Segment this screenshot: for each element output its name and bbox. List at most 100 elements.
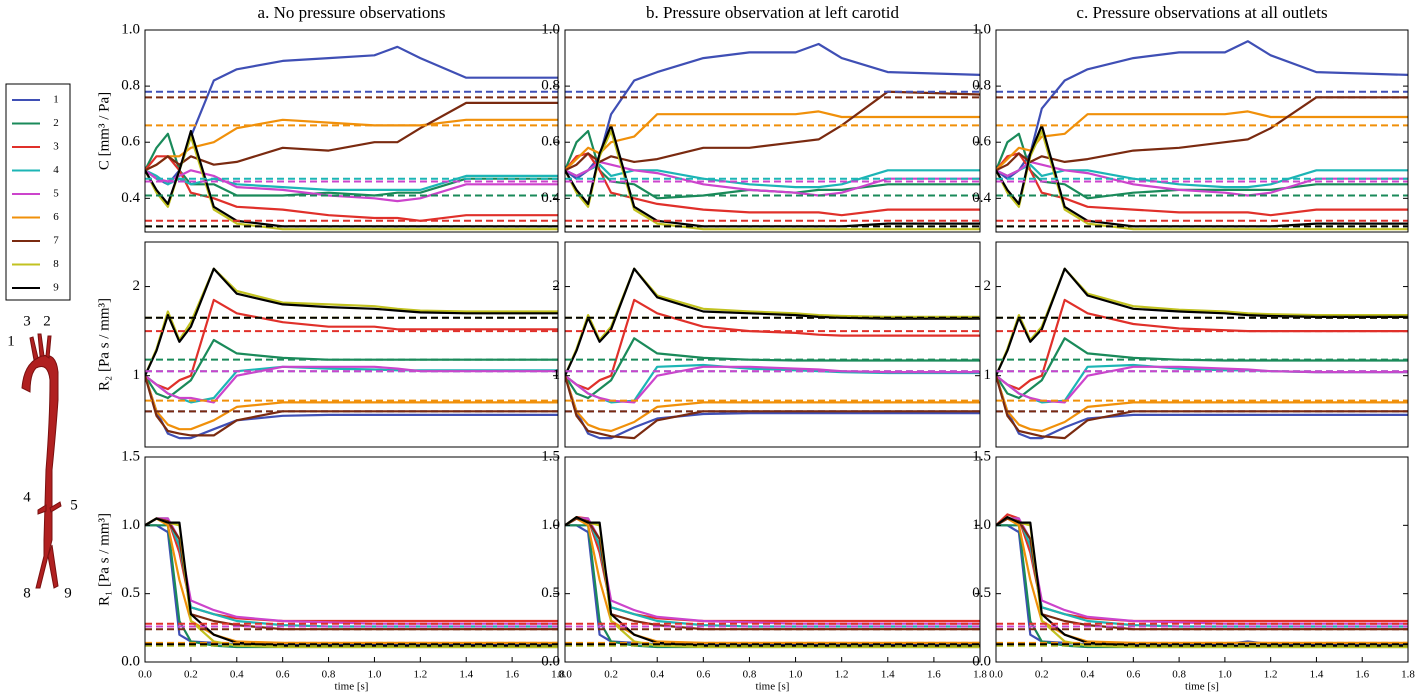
x-tick-label: 1.4 — [1310, 669, 1324, 681]
plot-area — [145, 267, 558, 440]
series-line — [565, 267, 980, 377]
x-tick-label: 0.6 — [276, 669, 290, 681]
plot-area — [996, 267, 1408, 440]
series-line — [145, 375, 558, 437]
series-line — [996, 124, 1408, 228]
chart-title: c. Pressure observations at all outlets — [1076, 3, 1327, 22]
series-line — [565, 298, 980, 391]
series-line — [145, 118, 558, 172]
axes-frame — [995, 29, 1409, 233]
x-tick-label: 0.6 — [696, 669, 710, 681]
y-tick-label: 0.0 — [541, 653, 560, 669]
axes-frame — [995, 456, 1409, 663]
series-line — [565, 375, 980, 433]
y-axis-label: R₁ [Pa s / mm³] — [96, 513, 112, 606]
chart-title: b. Pressure observation at left carotid — [646, 3, 900, 22]
y-tick-label: 0.6 — [541, 134, 560, 150]
legend-label: 4 — [53, 164, 59, 176]
legend-label: 3 — [53, 141, 59, 153]
plot-area — [996, 513, 1408, 649]
y-tick-label: 1.0 — [541, 517, 560, 533]
x-tick-label: 0.8 — [743, 669, 757, 681]
chart-title: a. No pressure observations — [258, 3, 446, 22]
x-tick-label: 0.0 — [558, 669, 572, 681]
x-tick-label: 0.4 — [230, 669, 244, 681]
series-line — [145, 517, 558, 628]
x-tick-label: 1.2 — [413, 669, 427, 681]
x-tick-label: 1.8 — [551, 669, 565, 681]
x-tick-label: 1.2 — [1264, 669, 1278, 681]
y-tick-label: 1 — [984, 367, 992, 383]
y-tick-label: 1.0 — [541, 21, 560, 37]
legend-label: 5 — [53, 188, 59, 200]
axes-frame — [564, 456, 981, 663]
series-line — [996, 96, 1408, 172]
y-tick-label: 0.8 — [541, 78, 560, 94]
series-line — [145, 129, 558, 228]
y-tick-label: 1.0 — [121, 517, 140, 533]
plot-area — [145, 45, 558, 231]
y-tick-label: 0.8 — [121, 78, 140, 94]
series-line — [145, 267, 558, 377]
x-tick-label: 0.2 — [604, 669, 618, 681]
x-tick-label: 1.4 — [881, 669, 895, 681]
y-tick-label: 2 — [553, 278, 561, 294]
series-line — [145, 267, 558, 377]
plot-area — [565, 267, 980, 440]
x-tick-label: 1.8 — [973, 669, 987, 681]
x-tick-label: 0.0 — [138, 669, 152, 681]
y-tick-label: 0.8 — [972, 78, 991, 94]
aorta-right-iliac — [47, 544, 59, 589]
series-line — [996, 375, 1408, 440]
series-line — [565, 517, 980, 628]
x-tick-label: 0.0 — [989, 669, 1003, 681]
series-line — [565, 375, 980, 440]
x-tick-label: 1.0 — [1218, 669, 1232, 681]
legend-label: 6 — [53, 211, 59, 223]
series-line — [145, 45, 558, 186]
axes-frame — [564, 29, 981, 233]
x-tick-label: 1.2 — [835, 669, 849, 681]
legend-label: 2 — [53, 117, 59, 129]
x-tick-label: 0.2 — [184, 669, 198, 681]
x-axis-label: time [s] — [335, 681, 369, 693]
legend-label: 1 — [53, 94, 59, 106]
y-axis-label: R₂ [Pa s / mm³] — [96, 298, 112, 391]
series-line — [996, 267, 1408, 377]
series-line — [145, 375, 558, 431]
y-tick-label: 2 — [133, 278, 141, 294]
y-tick-label: 1.0 — [121, 21, 140, 37]
axes-frame — [144, 456, 559, 663]
aorta-label: 4 — [23, 489, 31, 505]
plot-area — [565, 516, 980, 649]
y-axis-label: C [mm³ / Pa] — [96, 92, 112, 170]
x-tick-label: 1.0 — [789, 669, 803, 681]
aorta-illustration — [21, 333, 62, 589]
series-line — [996, 40, 1408, 180]
aorta-body — [21, 354, 59, 589]
y-tick-label: 0.6 — [121, 134, 140, 150]
y-tick-label: 0.5 — [972, 585, 991, 601]
legend-label: 9 — [53, 282, 59, 294]
series-line — [996, 375, 1408, 433]
series-line — [565, 152, 980, 217]
y-tick-label: 0.0 — [121, 653, 140, 669]
series-line — [565, 90, 980, 172]
series-line — [996, 517, 1408, 625]
series-line — [565, 42, 980, 180]
series-line — [996, 517, 1408, 628]
axes-frame — [144, 29, 559, 233]
y-tick-label: 1.5 — [972, 448, 991, 464]
x-tick-label: 0.2 — [1035, 669, 1049, 681]
y-tick-label: 1 — [133, 367, 141, 383]
y-tick-label: 0.4 — [541, 190, 560, 206]
aorta-label: 1 — [7, 333, 15, 349]
series-line — [145, 101, 558, 172]
x-tick-label: 1.8 — [1401, 669, 1415, 681]
axes-frame — [564, 241, 981, 448]
series-line — [565, 517, 980, 625]
x-tick-label: 1.0 — [368, 669, 382, 681]
x-axis-label: time [s] — [756, 681, 790, 693]
axes-frame — [995, 241, 1409, 448]
